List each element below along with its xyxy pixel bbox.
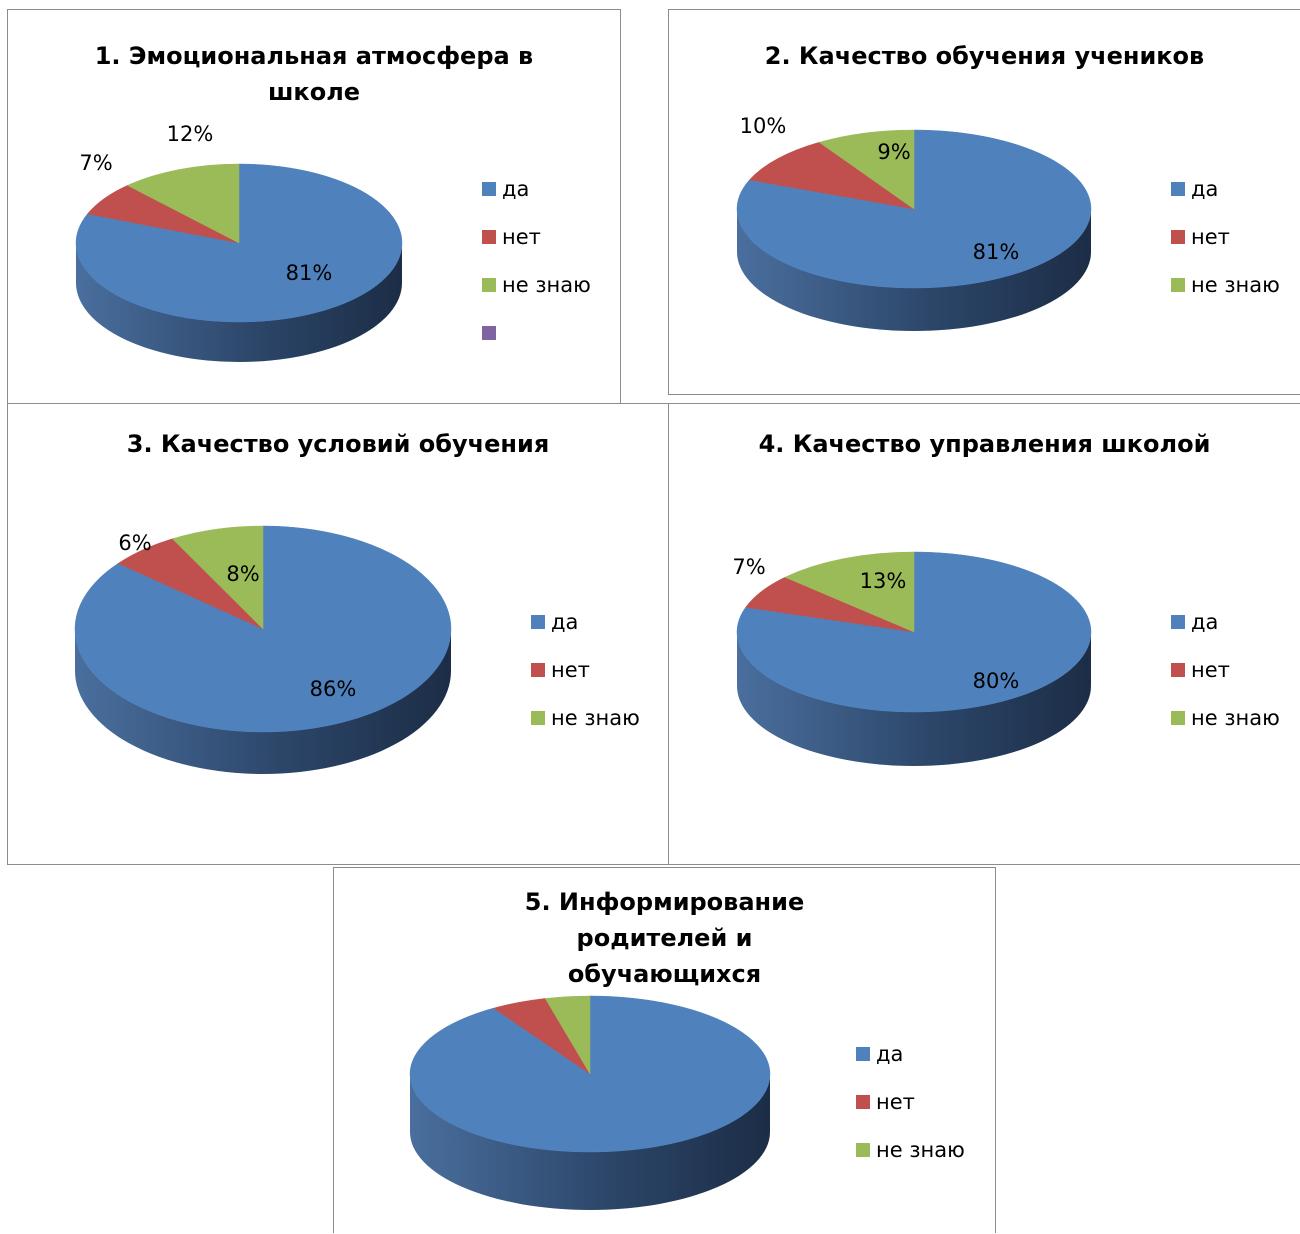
data-label: 6% — [118, 531, 151, 555]
legend-swatch — [1171, 230, 1185, 244]
legend-item: нет — [1171, 658, 1280, 706]
pie-chart: 80% 7% 13% — [732, 551, 1092, 766]
legend-swatch — [482, 326, 496, 340]
legend-label: да — [502, 177, 530, 201]
legend: да нет не знаю — [1171, 177, 1280, 321]
legend-swatch — [531, 615, 545, 629]
legend-swatch — [482, 182, 496, 196]
pie-slice-3 — [171, 525, 264, 630]
data-label: 13% — [860, 569, 907, 593]
legend-swatch — [1171, 182, 1185, 196]
legend-item: не знаю — [482, 273, 591, 321]
legend-swatch — [856, 1047, 870, 1061]
pie-slice-3 — [818, 129, 915, 210]
pie-side — [737, 632, 1091, 766]
pie-chart: 86% 6% 8% — [74, 525, 452, 774]
chart-panel-4: 4. Качество управления школой 80% 7% 13% д… — [668, 403, 1300, 865]
pie-slice-3 — [126, 163, 240, 244]
chart-title: 4. Качество управления школой — [758, 430, 1211, 458]
legend-swatch — [856, 1095, 870, 1109]
data-label: 7% — [732, 555, 765, 579]
chart-title: 2. Качество обучения учеников — [764, 42, 1205, 70]
legend-label: да — [1191, 177, 1219, 201]
legend-swatch — [1171, 615, 1185, 629]
legend-label: нет — [502, 225, 541, 249]
legend-label: нет — [876, 1090, 915, 1114]
legend-item: не знаю — [531, 706, 640, 754]
legend-item: да — [482, 177, 591, 225]
chart-panel-3: 3. Качество условий обучения 86% 6% 8% да … — [7, 403, 669, 865]
legend-swatch — [1171, 663, 1185, 677]
legend-item: да — [1171, 177, 1280, 225]
data-label: 8% — [226, 562, 259, 586]
legend-swatch — [1171, 278, 1185, 292]
legend: да нет не знаю — [482, 177, 591, 369]
pie-slice-1 — [736, 129, 1092, 289]
pie-side — [737, 209, 1091, 331]
legend-label: нет — [1191, 225, 1230, 249]
legend-label: не знаю — [551, 706, 640, 730]
data-label: 86% — [310, 677, 357, 701]
legend-swatch — [531, 711, 545, 725]
pie-chart: 81% 7% 12% — [75, 122, 403, 362]
data-label: 12% — [167, 122, 214, 146]
legend: да нет не знаю — [856, 1042, 965, 1186]
pie-side — [410, 1074, 770, 1210]
data-label: 80% — [973, 669, 1020, 693]
legend-label: не знаю — [876, 1138, 965, 1162]
pie-slice-3 — [784, 551, 915, 633]
data-label: 7% — [79, 151, 112, 175]
legend-label: нет — [551, 658, 590, 682]
legend: да нет не знаю — [1171, 610, 1280, 754]
legend-label: да — [876, 1042, 904, 1066]
data-label: 81% — [286, 261, 333, 285]
pie-chart — [409, 995, 771, 1210]
pie-side — [75, 629, 451, 774]
pie-slice-3 — [544, 995, 591, 1075]
legend-label: да — [1191, 610, 1219, 634]
legend-item: нет — [482, 225, 591, 273]
legend: да нет не знаю — [531, 610, 640, 754]
legend-item: не знаю — [1171, 273, 1280, 321]
legend-item: нет — [1171, 225, 1280, 273]
data-label: 81% — [973, 240, 1020, 264]
data-label: 10% — [740, 114, 787, 138]
legend-item: не знаю — [1171, 706, 1280, 754]
chart-title: 1. Эмоциональная атмосфера в школе — [94, 42, 534, 106]
legend-item: да — [1171, 610, 1280, 658]
legend-label: не знаю — [502, 273, 591, 297]
pie-side — [76, 243, 402, 362]
legend-item: не знаю — [856, 1138, 965, 1186]
chart-panel-5: 5. Информирование родителей и обучающихс… — [333, 867, 996, 1233]
chart-title: 3. Качество условий обучения — [126, 430, 550, 458]
legend-item: да — [531, 610, 640, 658]
legend-label: не знаю — [1191, 706, 1280, 730]
legend-item: нет — [856, 1090, 965, 1138]
data-label: 9% — [877, 140, 910, 164]
chart-title: 5. Информирование родителей и обучающихс… — [524, 888, 805, 988]
legend-item: да — [856, 1042, 965, 1090]
legend-label: не знаю — [1191, 273, 1280, 297]
pie-chart: 81% 10% 9% — [736, 114, 1092, 331]
legend-item: нет — [531, 658, 640, 706]
legend-swatch — [482, 230, 496, 244]
legend-label: нет — [1191, 658, 1230, 682]
chart-panel-1: 1. Эмоциональная атмосфера в школе 81% 7%… — [7, 9, 621, 405]
legend-swatch — [856, 1143, 870, 1157]
legend-swatch — [1171, 711, 1185, 725]
legend-swatch — [482, 278, 496, 292]
legend-label: да — [551, 610, 579, 634]
chart-panel-2: 2. Качество обучения учеников 81% 10% 9% д… — [668, 9, 1300, 395]
legend-item — [482, 321, 591, 369]
pie-slice-2 — [748, 142, 915, 210]
legend-swatch — [531, 663, 545, 677]
pie-slice-1 — [736, 551, 1092, 713]
